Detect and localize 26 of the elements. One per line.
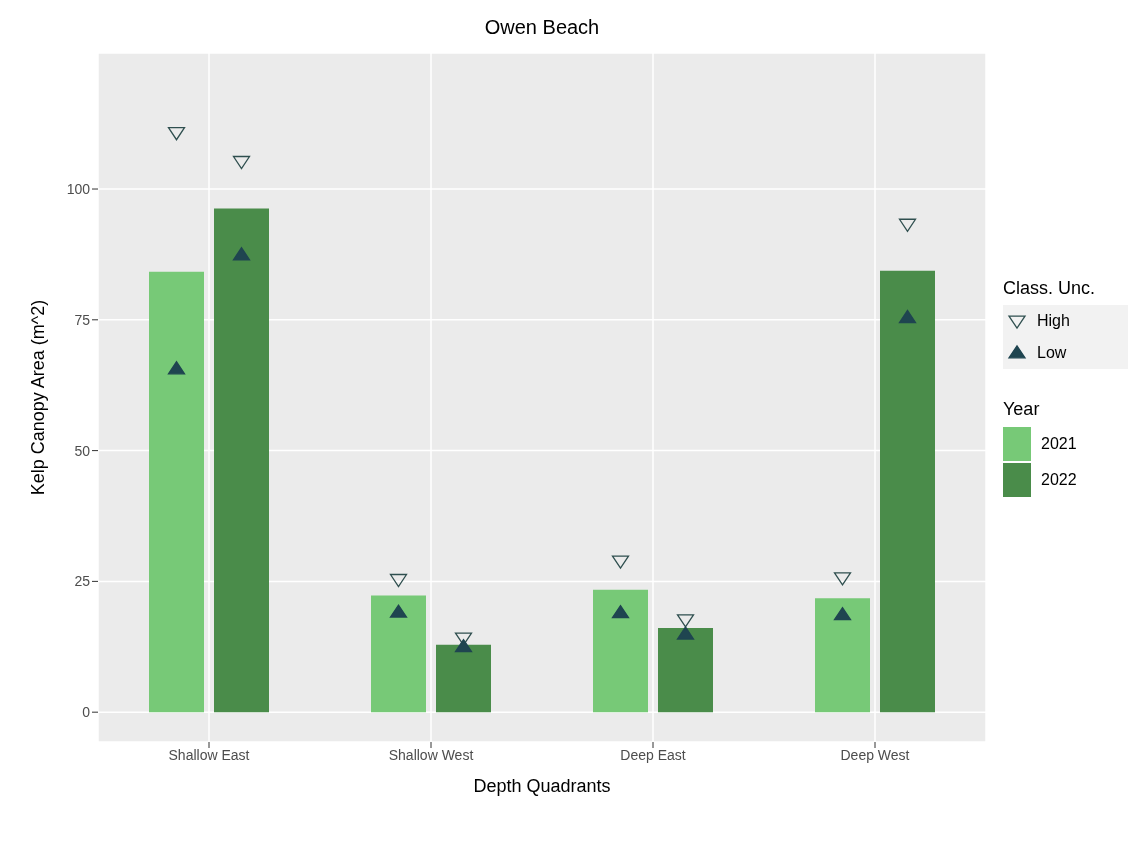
x-axis-title: Depth Quadrants: [473, 776, 611, 796]
text: Year: [1003, 399, 1041, 420]
bar: [149, 271, 204, 713]
x-tick-label: Shallow West: [388, 746, 474, 763]
bar: [658, 627, 713, 713]
x-tick-label: Deep West: [840, 746, 910, 763]
legend-label: 2021: [1041, 435, 1077, 453]
y-tick-label: 100: [66, 180, 91, 197]
bar: [214, 208, 269, 713]
y-tick-label: 25: [74, 573, 91, 590]
bar: [371, 595, 426, 713]
y-tick-label: 0: [82, 704, 91, 721]
x-tick-label: Deep East: [620, 746, 686, 763]
y-axis-title: Kelp Canopy Area (m^2): [28, 299, 49, 496]
y-tick-label: 75: [74, 311, 91, 328]
legend-label: High: [1037, 312, 1070, 330]
legend-title: Class. Unc.: [1003, 278, 1097, 299]
chart-title: Owen Beach: [483, 16, 601, 39]
bar: [880, 270, 935, 713]
y-tick-label: 50: [74, 442, 91, 459]
bar: [436, 644, 491, 713]
bar: [593, 589, 648, 713]
legend-label: Low: [1037, 344, 1067, 362]
legend-label: 2022: [1041, 471, 1077, 489]
bar: [815, 598, 870, 713]
x-tick-label: Shallow East: [168, 746, 250, 763]
